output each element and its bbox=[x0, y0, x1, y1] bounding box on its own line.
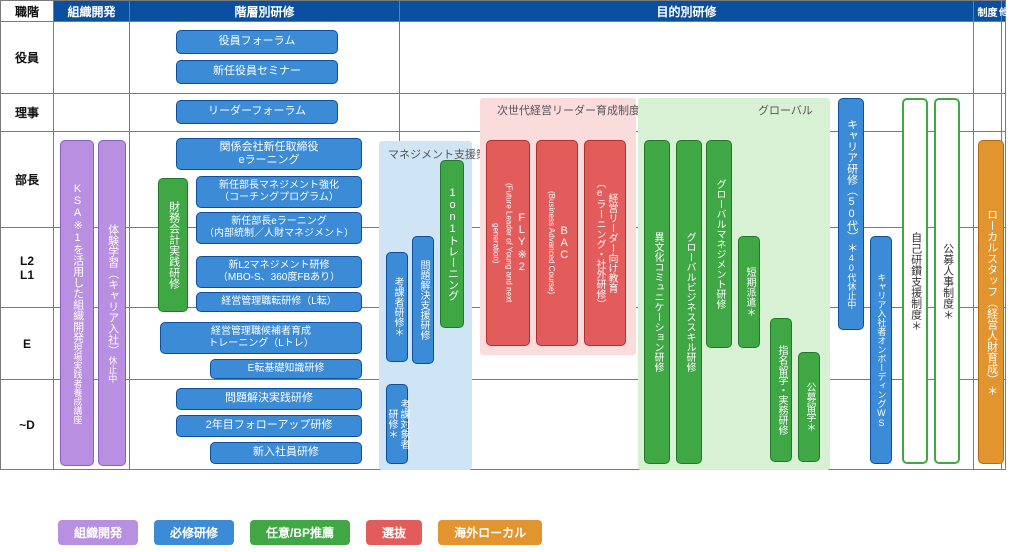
badge-kokasha: 考課者研修＊ bbox=[386, 252, 408, 362]
text-ksa: KSA※1を活用した組織開発 bbox=[70, 183, 83, 343]
col-header-rank: 職階 bbox=[0, 0, 54, 22]
training-matrix: 職階 組織開発 階層別研修 目的別研修 制度 他 役員 理事 部長 L2 L1 … bbox=[0, 0, 1016, 552]
badge-ksa: KSA※1を活用した組織開発 現場実践者養成講座 bbox=[60, 140, 94, 466]
badge-one-on-one: 1on1トレーニング bbox=[440, 160, 464, 328]
label-mgmt-support: マネジメント支援策 bbox=[388, 146, 487, 162]
text-fly-sub: (Future Leader of Young and next generat… bbox=[491, 183, 513, 302]
text-exp-note: 休止中 bbox=[107, 356, 118, 383]
legend: 組織開発 必修研修 任意/BP推薦 選抜 海外ローカル bbox=[58, 518, 542, 546]
badge-mgr-candidate: 経営管理職候補者育成 トレーニング（Lトレ） bbox=[160, 322, 362, 354]
text-career-50: キャリア研修（50代）＊ bbox=[844, 119, 857, 253]
badge-self-dev: 自己研鑽支援制度＊ bbox=[902, 98, 928, 464]
badge-global-biz-skill: グローバルビジネススキル研修 bbox=[676, 140, 702, 464]
badge-affiliate-director: 関係会社新任取締役 eラーニング bbox=[176, 138, 362, 170]
badge-problem-practice: 問題解決実践研修 bbox=[176, 388, 362, 410]
legend-blue: 必修研修 bbox=[154, 520, 234, 545]
col-header-hierarchical: 階層別研修 bbox=[130, 0, 400, 22]
row-header-yakuin: 役員 bbox=[0, 22, 54, 94]
badge-global-mgmt: グローバルマネジメント研修 bbox=[706, 140, 732, 348]
badge-mgr-transfer: 経営管理職転研修（L転） bbox=[196, 292, 362, 312]
badge-leader-edu: 経営リーダー向け教育 （eラーニング・社外研修） bbox=[584, 140, 626, 346]
badge-new-bucho-mgmt: 新任部長マネジメント強化 （コーチングプログラム） bbox=[196, 176, 362, 208]
text-career-40-note: 40代休止中 bbox=[846, 253, 857, 309]
badge-finance-accounting: 財務会計実践研修 bbox=[158, 178, 188, 312]
badge-leader-forum: リーダーフォーラム bbox=[176, 100, 338, 124]
badge-bac: BAC (Business Advanced Course) bbox=[536, 140, 578, 346]
text-ksa-sub: 現場実践者養成講座 bbox=[72, 343, 83, 424]
col-header-purpose: 目的別研修 bbox=[400, 0, 974, 22]
row-header-l2l1: L2 L1 bbox=[0, 228, 54, 308]
badge-eten-basic: E転基礎知識研修 bbox=[210, 359, 362, 379]
legend-green: 任意/BP推薦 bbox=[250, 520, 350, 545]
badge-short-dispatch: 短期派遣＊ bbox=[738, 236, 760, 348]
text-exp: 体験学習（キャリア入社） bbox=[105, 224, 118, 356]
text-bac-sub: (Business Advanced Course) bbox=[547, 191, 556, 294]
badge-koka-target: 考課対象者 研修＊ bbox=[386, 384, 408, 464]
label-nextgen: 次世代経営リーダー育成制度 bbox=[497, 102, 640, 118]
badge-new-employee: 新入社員研修 bbox=[210, 442, 362, 464]
badge-career-onboarding: キャリア入社者オンボーディングWS bbox=[870, 236, 892, 464]
legend-red: 選抜 bbox=[366, 520, 422, 545]
badge-nominated-study: 指名留学・実務研修 bbox=[770, 318, 792, 462]
badge-second-year: 2年目フォローアップ研修 bbox=[176, 415, 362, 437]
col-header-system: 制度 bbox=[974, 0, 1002, 22]
text-fly-title: FLY※2 bbox=[516, 212, 528, 273]
row-header-d: ~D bbox=[0, 380, 54, 470]
badge-career-50: キャリア研修（50代）＊ 40代休止中 bbox=[838, 98, 864, 330]
badge-local-staff: ローカルスタッフ（経営人財育成）＊ bbox=[978, 140, 1004, 464]
row-header-riji: 理事 bbox=[0, 94, 54, 132]
badge-new-l2-mgmt: 新L2マネジメント研修 （MBO-S、360度FBあり） bbox=[196, 256, 362, 288]
text-bac-title: BAC bbox=[558, 225, 570, 261]
row-header-bucho: 部長 bbox=[0, 132, 54, 228]
badge-cross-culture: 異文化コミュニケーション研修 bbox=[644, 140, 670, 464]
badge-exp-learning: 体験学習（キャリア入社） 休止中 bbox=[98, 140, 126, 466]
col-header-other: 他 bbox=[1002, 0, 1006, 22]
col-header-orgdev: 組織開発 bbox=[54, 0, 130, 22]
badge-open-study: 公募留学＊ bbox=[798, 352, 820, 462]
label-global: グローバル bbox=[758, 102, 813, 118]
badge-problem-support: 問題解決支援研修 bbox=[412, 236, 434, 364]
legend-purple: 組織開発 bbox=[58, 520, 138, 545]
badge-new-exec-seminar: 新任役員セミナー bbox=[176, 60, 338, 84]
badge-new-bucho-el: 新任部長eラーニング （内部統制／人財マネジメント） bbox=[196, 212, 362, 244]
legend-orange: 海外ローカル bbox=[438, 520, 542, 545]
badge-fly: FLY※2 (Future Leader of Young and next g… bbox=[486, 140, 530, 346]
badge-exec-forum: 役員フォーラム bbox=[176, 30, 338, 54]
row-header-e: E bbox=[0, 308, 54, 380]
badge-open-hr: 公募人事制度＊ bbox=[934, 98, 960, 464]
